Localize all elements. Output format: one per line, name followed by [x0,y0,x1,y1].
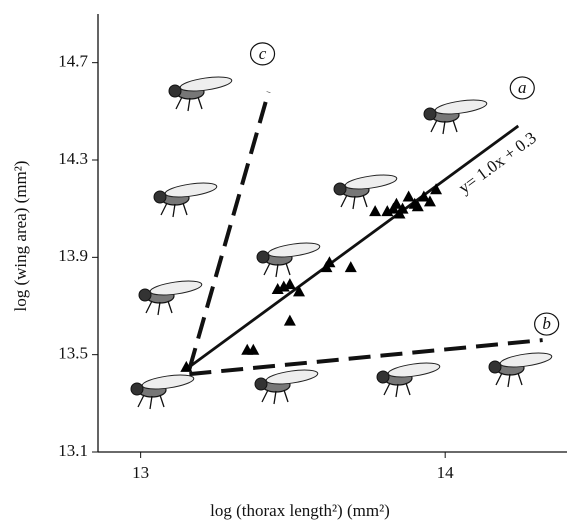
fly-illustration [153,179,219,218]
fly-illustration [488,349,554,388]
point [417,190,430,202]
point [393,207,406,219]
point [180,360,193,372]
point [247,343,260,355]
point [402,190,415,202]
point [344,261,357,273]
x-axis-label: log (thorax length²) (mm²) [210,501,390,520]
fly-illustration [254,366,320,405]
y-tick-label: 14.7 [58,52,88,71]
line-label-circle [249,42,276,66]
x-tick-label: 14 [437,463,455,482]
fly-illustration [333,171,399,210]
y-tick-label: 13.1 [58,441,88,460]
point [430,183,443,195]
fit-line [187,91,271,370]
fit-line [189,338,543,377]
line-label: c [259,44,267,63]
line-label: a [518,78,527,97]
point [390,197,403,209]
line-label-circle [534,312,560,336]
point [293,285,305,297]
fit-line [188,124,520,368]
y-axis-label: log (wing area) (mm²) [11,161,30,312]
fly-illustration [256,239,322,278]
point [369,205,382,217]
line-label-circle [509,76,535,100]
fly-illustration [138,277,204,316]
fly-illustration [423,96,489,135]
point [283,278,296,290]
point [423,195,436,207]
fly-illustration [130,371,196,410]
y-tick-label: 14.3 [58,149,88,168]
y-tick-label: 13.5 [58,344,88,363]
fly-illustration [168,73,234,112]
fly-illustration [376,359,442,398]
y-tick-label: 13.9 [58,246,88,265]
point [411,200,424,212]
point [323,256,336,268]
line-label: b [542,314,551,333]
point [283,314,296,326]
x-tick-label: 13 [132,463,149,482]
